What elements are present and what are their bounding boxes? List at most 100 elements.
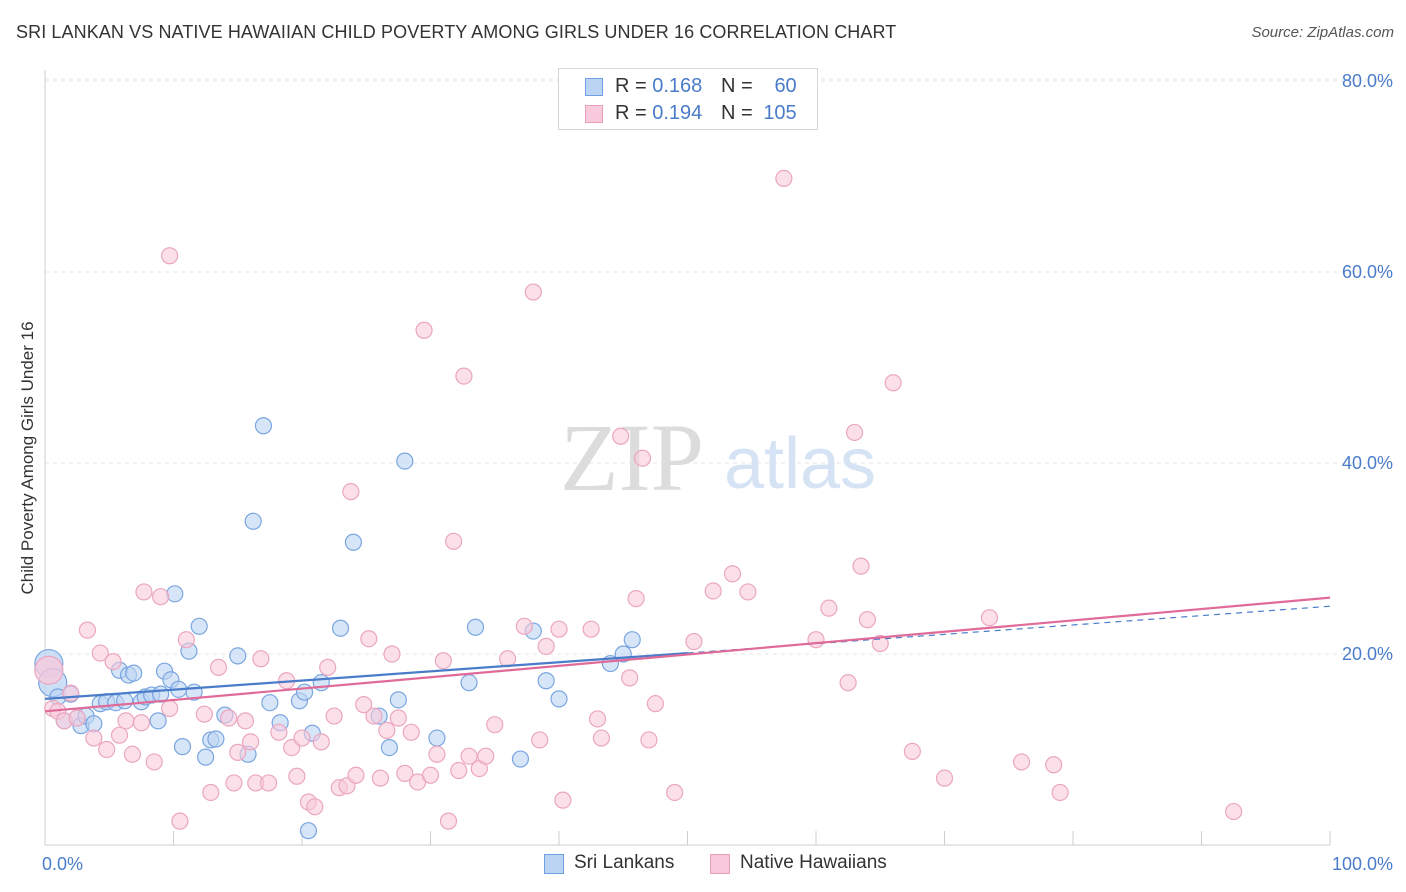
data-point bbox=[104, 653, 122, 671]
data-point bbox=[161, 699, 179, 718]
trend-line-sri-lankans-extension bbox=[687, 605, 1331, 654]
data-point bbox=[383, 645, 401, 663]
data-point bbox=[646, 695, 664, 713]
data-point bbox=[640, 731, 658, 749]
data-point bbox=[261, 694, 279, 712]
data-point bbox=[980, 609, 999, 627]
watermark-zip: ZIP bbox=[560, 404, 704, 511]
data-point bbox=[550, 620, 568, 638]
legend-swatch-blue bbox=[585, 78, 603, 96]
legend-swatch-pink bbox=[585, 105, 603, 123]
data-point bbox=[236, 712, 255, 730]
data-point bbox=[845, 423, 864, 442]
data-point bbox=[259, 774, 278, 792]
data-point bbox=[1012, 753, 1031, 771]
data-point bbox=[389, 691, 407, 709]
data-point bbox=[428, 729, 446, 747]
y-tick-label: 80.0% bbox=[1342, 71, 1393, 91]
legend-n-value: 105 bbox=[763, 102, 797, 124]
data-point bbox=[252, 650, 270, 668]
data-point bbox=[306, 798, 324, 816]
data-point bbox=[365, 707, 383, 725]
data-point bbox=[389, 709, 407, 727]
data-point bbox=[197, 748, 215, 766]
data-point bbox=[85, 729, 103, 747]
data-point bbox=[360, 630, 378, 648]
data-point bbox=[85, 715, 103, 733]
data-point bbox=[704, 582, 722, 600]
data-point bbox=[460, 674, 478, 692]
data-point bbox=[242, 733, 260, 751]
chart-title: SRI LANKAN VS NATIVE HAWAIIAN CHILD POVE… bbox=[16, 22, 897, 42]
native-hawaiians-points bbox=[34, 169, 1243, 830]
data-point bbox=[460, 747, 478, 765]
data-point bbox=[633, 449, 652, 467]
data-point bbox=[477, 747, 495, 765]
legend-r: R = 0.194 bbox=[615, 102, 703, 124]
data-point bbox=[820, 599, 838, 617]
legend-r-value: 0.168 bbox=[652, 75, 703, 97]
data-point bbox=[209, 658, 228, 676]
data-point bbox=[331, 619, 350, 637]
legend-r-value: 0.194 bbox=[652, 102, 703, 124]
data-point bbox=[550, 690, 568, 708]
data-point bbox=[125, 664, 143, 682]
data-point bbox=[666, 783, 684, 802]
data-point bbox=[254, 417, 273, 435]
data-point bbox=[123, 745, 141, 763]
legend-n: N = 60 bbox=[721, 75, 797, 97]
data-point bbox=[190, 617, 208, 635]
data-point bbox=[34, 655, 64, 685]
data-point bbox=[531, 731, 549, 749]
trend-lines bbox=[44, 596, 1331, 713]
data-point bbox=[554, 791, 572, 809]
legend-n-value: 60 bbox=[774, 75, 797, 97]
data-point bbox=[171, 812, 189, 830]
data-point bbox=[739, 583, 757, 601]
data-point bbox=[396, 452, 414, 470]
data-point bbox=[515, 617, 533, 635]
data-point bbox=[173, 738, 192, 756]
data-point bbox=[78, 621, 97, 639]
data-point bbox=[499, 650, 517, 668]
data-point bbox=[229, 743, 247, 761]
data-point bbox=[450, 761, 468, 780]
correlation-legend: R = 0.168 N = 60 R = 0.194 N = 105 bbox=[558, 68, 818, 130]
trend-line-sri-lankans bbox=[44, 651, 688, 700]
data-point bbox=[627, 590, 645, 608]
data-point bbox=[723, 565, 742, 583]
data-point bbox=[342, 483, 360, 501]
data-point bbox=[466, 618, 485, 636]
legend-label: Sri Lankans bbox=[574, 852, 675, 873]
data-point bbox=[1051, 783, 1069, 802]
data-point bbox=[325, 707, 343, 725]
data-point bbox=[524, 283, 542, 301]
data-point bbox=[270, 723, 288, 741]
data-point bbox=[132, 714, 150, 732]
data-point bbox=[295, 683, 314, 701]
data-point bbox=[839, 674, 857, 692]
data-point bbox=[319, 658, 337, 676]
data-point bbox=[582, 620, 600, 638]
series-legend: Sri Lankans Native Hawaiians bbox=[0, 852, 1406, 878]
data-point bbox=[612, 427, 630, 445]
data-point bbox=[91, 644, 109, 662]
data-point bbox=[421, 766, 440, 784]
trend-line-native-hawaiians bbox=[44, 596, 1331, 713]
data-point bbox=[110, 726, 129, 744]
legend-swatch-blue bbox=[544, 854, 564, 874]
data-point bbox=[903, 742, 921, 761]
data-point bbox=[428, 745, 446, 763]
legend-swatch-pink bbox=[710, 854, 730, 874]
x-tick-label: 0.0% bbox=[42, 854, 83, 874]
tick-labels: 20.0% 40.0% 60.0% 80.0% 0.0% 100.0% bbox=[42, 71, 1393, 874]
sri-lankans-points bbox=[34, 417, 641, 840]
data-point bbox=[145, 753, 163, 771]
data-point bbox=[486, 716, 504, 734]
data-point bbox=[244, 512, 262, 530]
gridlines bbox=[45, 78, 1392, 655]
data-point bbox=[293, 729, 311, 747]
data-point bbox=[434, 652, 452, 670]
data-point bbox=[177, 631, 195, 649]
